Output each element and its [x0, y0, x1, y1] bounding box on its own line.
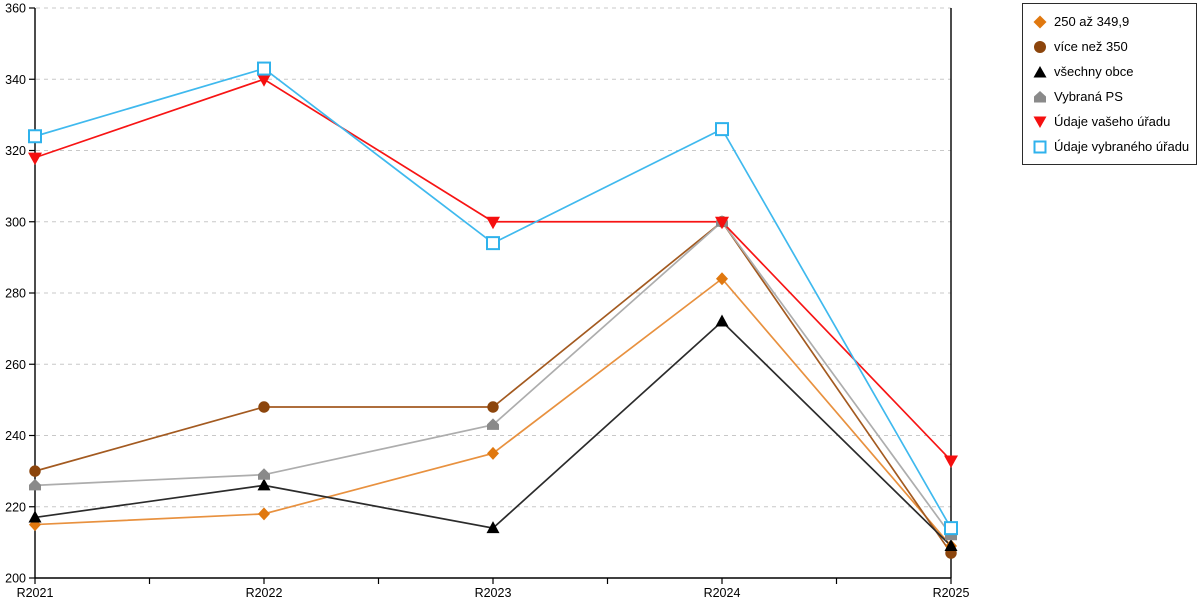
data-point-square-open [486, 236, 500, 251]
data-point-square-open [28, 129, 42, 144]
legend-marker-circle-shape [1034, 40, 1046, 53]
legend-marker-diamond-icon [1033, 15, 1047, 28]
legend: 250 až 349,9 více než 350 všechny obce Vybr… [1022, 3, 1197, 165]
data-point-diamond [487, 446, 499, 460]
data-point-triangle-up [944, 538, 958, 551]
legend-marker-triangle-down-shape [1033, 116, 1047, 128]
y-tick-label: 320 [5, 144, 26, 158]
x-tick-label: R2025 [933, 586, 970, 600]
legend-item-label: Vybraná PS [1054, 89, 1123, 104]
legend-item[interactable]: 250 až 349,9 [1033, 14, 1187, 29]
legend-item[interactable]: Údaje vašeho úřadu [1033, 114, 1187, 129]
legend-marker-diamond-shape [1033, 15, 1047, 28]
y-tick-label: 240 [5, 429, 26, 443]
y-tick-label: 220 [5, 500, 26, 514]
data-point-pentagon [29, 478, 41, 491]
y-tick-label: 200 [5, 572, 26, 586]
y-tick-label: 280 [5, 287, 26, 301]
legend-item[interactable]: více než 350 [1033, 39, 1187, 54]
data-point-pentagon [258, 468, 270, 480]
data-point-triangle-down [486, 216, 500, 230]
legend-item-label: Údaje vašeho úřadu [1054, 114, 1171, 129]
legend-item-label: více než 350 [1054, 39, 1128, 54]
data-point-square-open [715, 122, 729, 137]
legend-marker-triangle-up-shape [1033, 65, 1047, 77]
series-line-1 [34, 220, 952, 554]
legend-item-label: 250 až 349,9 [1054, 14, 1130, 29]
data-point-triangle-up [486, 521, 500, 534]
data-point-triangle-down [28, 152, 42, 166]
legend-marker-square-open-icon [1033, 140, 1047, 153]
data-point-triangle-down [715, 216, 729, 230]
legend-marker-triangle-down-icon [1033, 116, 1047, 128]
legend-marker-pentagon-shape [1034, 90, 1046, 102]
series-line-3 [34, 220, 952, 536]
legend-marker-square-open-shape [1033, 140, 1047, 153]
y-tick-label: 300 [5, 215, 26, 229]
legend-item[interactable]: Údaje vybraného úřadu [1033, 139, 1190, 154]
data-point-triangle-up [257, 478, 271, 491]
data-point-circle [258, 401, 270, 413]
legend-marker-circle-icon [1034, 40, 1046, 53]
data-point-circle [29, 465, 41, 477]
data-point-circle [487, 401, 499, 413]
y-tick-label: 340 [5, 73, 26, 87]
x-tick-label: R2023 [475, 586, 512, 600]
data-point-triangle-down [257, 74, 271, 87]
legend-marker-triangle-up-icon [1033, 65, 1047, 77]
x-tick-label: R2022 [246, 586, 283, 600]
legend-item-label: Údaje vybraného úřadu [1054, 139, 1190, 154]
legend-marker-pentagon-icon [1034, 90, 1046, 102]
legend-item[interactable]: Vybraná PS [1033, 89, 1187, 104]
x-tick-label: R2021 [17, 586, 54, 600]
data-point-triangle-up [715, 314, 729, 327]
data-point-square-open [944, 521, 958, 536]
y-tick-label: 260 [5, 358, 26, 372]
x-tick-label: R2024 [704, 586, 741, 600]
legend-item[interactable]: všechny obce [1033, 64, 1187, 79]
data-point-triangle-up [28, 510, 42, 523]
y-tick-label: 360 [5, 2, 26, 16]
data-point-diamond [716, 272, 728, 286]
data-point-square-open [257, 61, 271, 76]
data-point-triangle-down [944, 455, 958, 468]
data-point-diamond [258, 507, 270, 521]
data-point-pentagon [487, 418, 499, 430]
legend-item-label: všechny obce [1054, 64, 1134, 79]
